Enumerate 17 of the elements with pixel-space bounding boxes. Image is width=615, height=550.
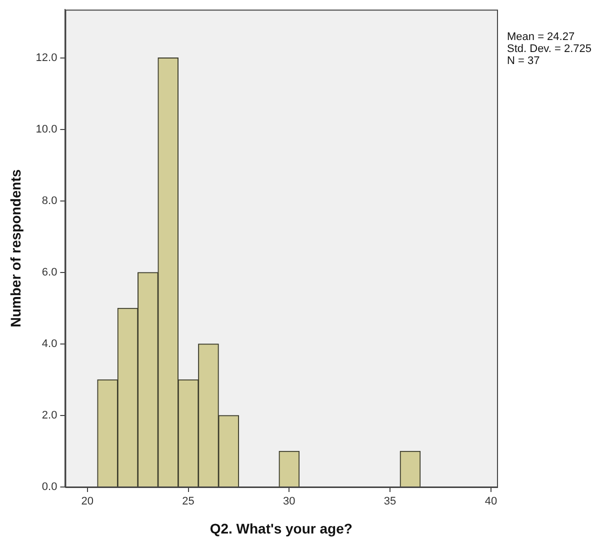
y-tick-label: 4.0 (42, 338, 58, 350)
y-tick-label: 6.0 (42, 266, 58, 278)
y-tick-label: 8.0 (42, 194, 58, 207)
x-axis-title: Q2. What's your age? (210, 520, 352, 536)
y-tick-label: 0.0 (42, 481, 58, 494)
x-tick-label: 30 (283, 496, 296, 508)
text: Mean = 24.27 (507, 31, 575, 44)
y-tick-label: 10.0 (36, 123, 58, 136)
x-tick-label: 20 (81, 496, 94, 508)
text: Std. Dev. = 2.725 (507, 43, 592, 56)
y-tick-label: 12.0 (36, 52, 58, 64)
y-axis-title: Number of respondents (7, 169, 24, 328)
text: N = 37 (507, 55, 540, 68)
x-tick-label: 40 (484, 496, 498, 508)
x-tick-label: 35 (384, 496, 396, 508)
x-tick-label: 25 (182, 496, 194, 508)
y-tick-label: 2.0 (42, 410, 58, 422)
